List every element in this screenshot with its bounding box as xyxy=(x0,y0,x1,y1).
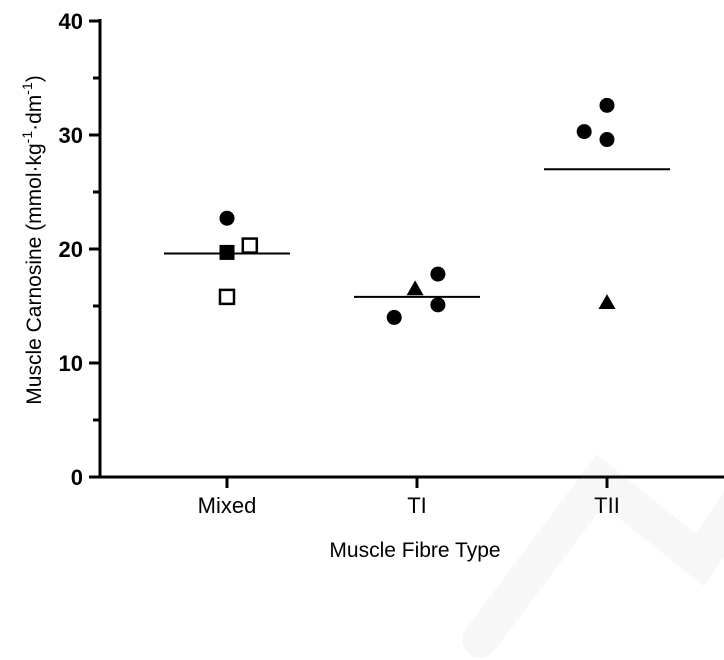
scatter-chart: 0 10 20 30 40 Mixed TI TII Muscle Fibre Type M… xyxy=(0,0,724,573)
data-point-circle xyxy=(430,267,445,282)
y-tick-label: 10 xyxy=(59,351,83,376)
data-point-circle xyxy=(600,132,615,147)
x-tick-label: TI xyxy=(407,493,427,518)
y-tick-label: 20 xyxy=(59,237,83,262)
data-point-triangle xyxy=(407,280,424,295)
data-point-circle xyxy=(220,211,235,226)
data-point-open-square xyxy=(220,290,234,304)
y-axis-title: Muscle Carnosine (mmol·kg-1·dm-1) xyxy=(19,75,46,404)
y-tick-label: 30 xyxy=(59,123,83,148)
y-axis-title-sup2: -1 xyxy=(19,82,35,95)
data-point-circle xyxy=(600,98,615,113)
y-axis-title-end: ) xyxy=(23,75,46,82)
data-point-open-square xyxy=(243,239,257,253)
mean-lines xyxy=(164,169,670,297)
x-tick-label: Mixed xyxy=(198,493,257,518)
y-axis-title-main: Muscle Carnosine (mmol·kg xyxy=(23,143,46,404)
x-tick-label: TII xyxy=(594,493,620,518)
y-tick-label: 40 xyxy=(59,9,83,34)
axes xyxy=(99,19,724,477)
y-axis-title-sup1: -1 xyxy=(19,131,35,144)
data-point-square xyxy=(220,245,235,260)
data-points xyxy=(220,98,616,325)
data-point-circle xyxy=(577,124,592,139)
data-point-circle xyxy=(387,310,402,325)
x-ticks: Mixed TI TII xyxy=(198,477,620,518)
data-point-triangle xyxy=(599,294,616,309)
y-ticks: 0 10 20 30 40 xyxy=(59,9,100,490)
y-axis-title-mid: ·dm xyxy=(23,95,46,131)
y-tick-label: 0 xyxy=(71,465,83,490)
x-axis-title: Muscle Fibre Type xyxy=(329,539,500,562)
data-point-circle xyxy=(430,297,445,312)
